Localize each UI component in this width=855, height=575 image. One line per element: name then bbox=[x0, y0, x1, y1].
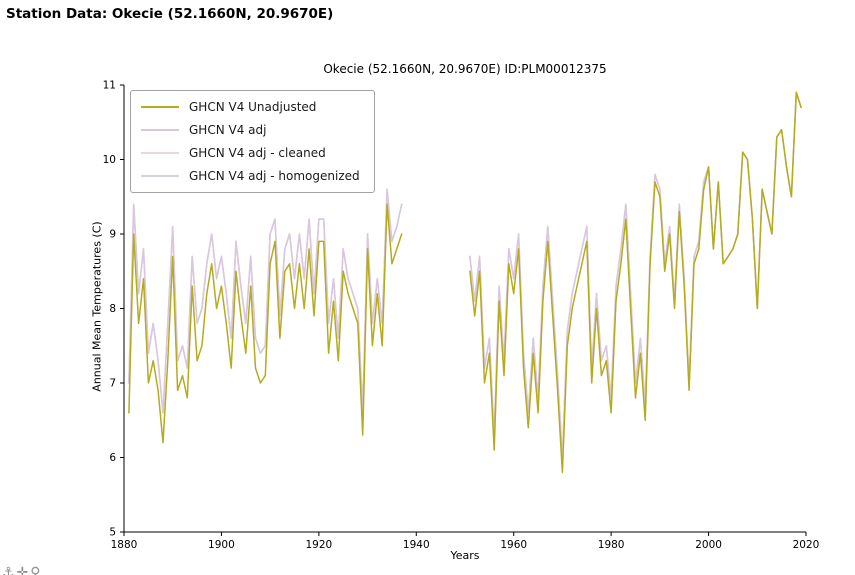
y-tick-label: 6 bbox=[109, 452, 116, 464]
corner-watermark-icons: ⚓✛♀ bbox=[2, 565, 43, 575]
legend: GHCN V4 Unadjusted GHCN V4 adj GHCN V4 adj… bbox=[130, 90, 375, 193]
legend-label: GHCN V4 Unadjusted bbox=[189, 100, 317, 114]
legend-item-0: GHCN V4 Unadjusted bbox=[141, 98, 360, 116]
y-axis-label: Annual Mean Temperatures (C) bbox=[90, 221, 104, 392]
legend-label: GHCN V4 adj - homogenized bbox=[189, 169, 360, 183]
y-tick-label: 7 bbox=[109, 378, 116, 390]
x-tick-label: 1980 bbox=[598, 539, 625, 551]
x-tick-label: 1900 bbox=[208, 539, 235, 551]
page-title: Station Data: Okecie (52.1660N, 20.9670E… bbox=[6, 6, 334, 22]
x-tick-label: 2000 bbox=[695, 539, 722, 551]
legend-item-2: GHCN V4 adj - cleaned bbox=[141, 144, 360, 162]
series-line-ghcn-v4-adj bbox=[128, 188, 403, 414]
legend-item-1: GHCN V4 adj bbox=[141, 121, 360, 139]
legend-swatch-icon bbox=[141, 175, 179, 177]
legend-label: GHCN V4 adj - cleaned bbox=[189, 146, 326, 160]
series-line-ghcn-v4-unadjusted bbox=[128, 203, 403, 444]
y-tick-label: 11 bbox=[103, 80, 116, 92]
x-tick-label: 1880 bbox=[111, 539, 138, 551]
x-tick-label: 1940 bbox=[403, 539, 430, 551]
x-tick-label: 1960 bbox=[500, 539, 527, 551]
y-tick-label: 10 bbox=[103, 154, 116, 166]
y-tick-label: 8 bbox=[109, 303, 116, 315]
legend-swatch-icon bbox=[141, 129, 179, 131]
y-tick-label: 9 bbox=[109, 229, 116, 241]
legend-label: GHCN V4 adj bbox=[189, 123, 267, 137]
legend-item-3: GHCN V4 adj - homogenized bbox=[141, 167, 360, 185]
x-tick-label: 1920 bbox=[305, 539, 332, 551]
legend-swatch-icon bbox=[141, 152, 179, 154]
x-axis-label: Years bbox=[450, 549, 480, 562]
series-line-ghcn-v4-unadjusted bbox=[469, 91, 802, 474]
y-tick-label: 5 bbox=[109, 527, 116, 539]
legend-swatch-icon bbox=[141, 106, 179, 108]
x-tick-label: 2020 bbox=[793, 539, 820, 551]
chart-title: Okecie (52.1660N, 20.9670E) ID:PLM000123… bbox=[323, 62, 607, 76]
